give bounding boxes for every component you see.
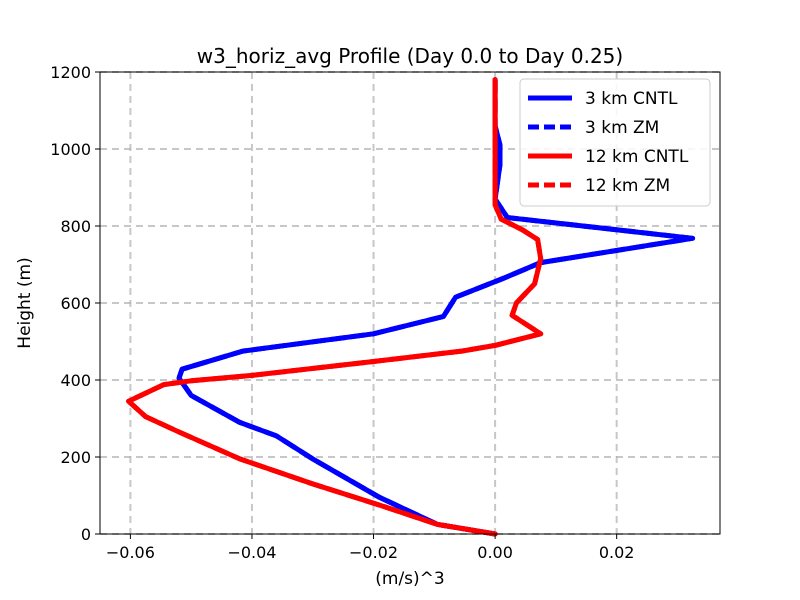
x-tick-label: −0.04 — [227, 543, 276, 562]
legend-label: 3 km ZM — [585, 118, 659, 138]
x-axis-label: (m/s)^3 — [375, 569, 444, 589]
chart-title: w3_horiz_avg Profile (Day 0.0 to Day 0.2… — [197, 44, 623, 68]
x-tick-label: 0.02 — [599, 543, 635, 562]
y-tick-label: 200 — [60, 448, 91, 467]
legend: 3 km CNTL 3 km ZM 12 km CNTL 12 km ZM — [519, 78, 711, 207]
series-lines — [126, 77, 696, 537]
y-tick-label: 1000 — [50, 140, 91, 159]
legend-label: 12 km CNTL — [585, 147, 689, 167]
x-tick-label: −0.06 — [106, 543, 155, 562]
x-tick-label: −0.02 — [349, 543, 398, 562]
y-tick-label: 800 — [60, 217, 91, 236]
y-axis-label: Height (m) — [15, 257, 35, 348]
series-line-12-km-zm — [126, 77, 544, 537]
legend-label: 3 km CNTL — [585, 89, 678, 109]
legend-label: 12 km ZM — [585, 176, 670, 196]
y-tick-label: 400 — [60, 371, 91, 390]
x-tick-label: 0.00 — [477, 543, 513, 562]
legend-frame — [519, 78, 711, 207]
y-tick-label: 600 — [60, 294, 91, 313]
y-tick-label: 0 — [81, 525, 91, 544]
y-tick-label: 1200 — [50, 63, 91, 82]
axis-ticks: −0.06 −0.04 −0.02 0.00 0.02 0 200 400 600 800 1000… — [50, 63, 634, 562]
